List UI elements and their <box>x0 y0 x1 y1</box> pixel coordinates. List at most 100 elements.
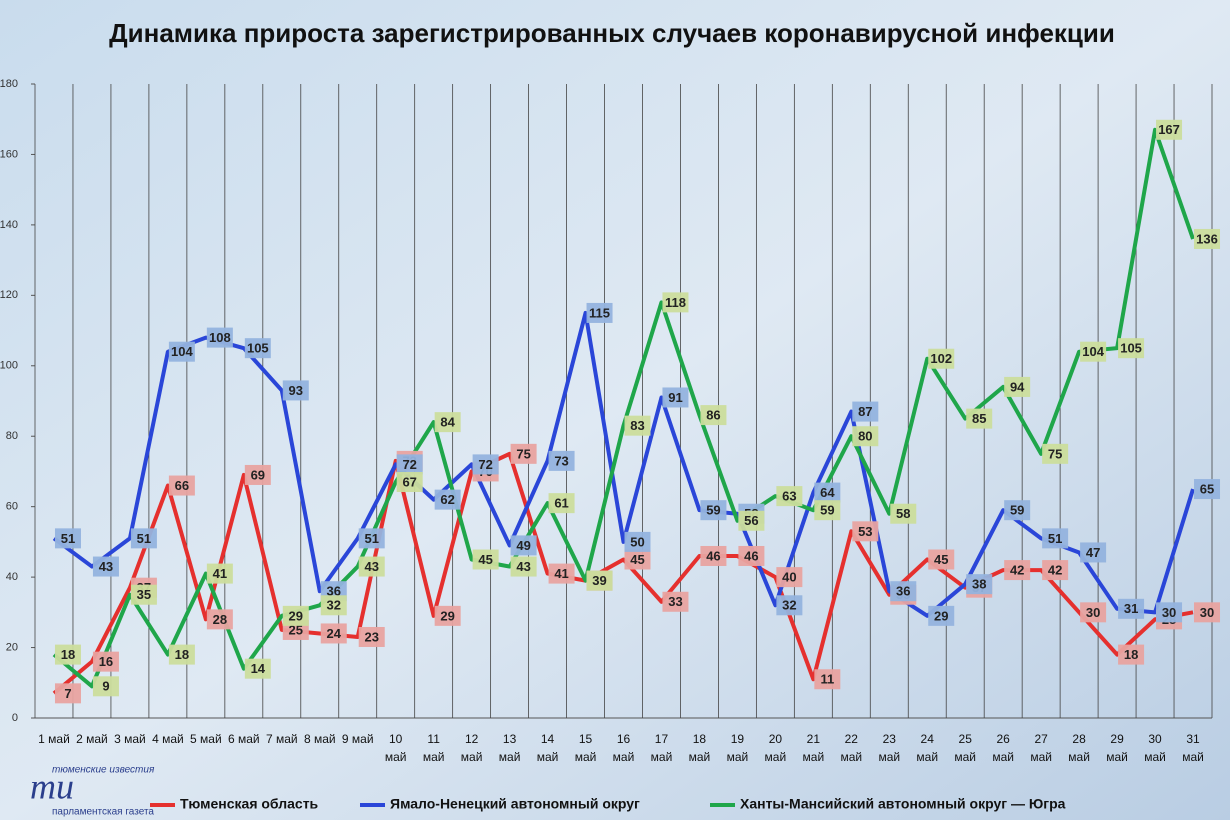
value-label: 29 <box>934 608 948 623</box>
value-label-box <box>738 545 765 566</box>
x-tick-label: 5 май <box>190 732 222 746</box>
value-label: 62 <box>440 492 454 507</box>
value-label-box <box>510 556 537 577</box>
value-label-box <box>852 521 879 542</box>
value-label-box <box>320 623 347 644</box>
x-tick-label: 21 май <box>803 732 825 764</box>
value-label-box <box>586 570 613 591</box>
series-line <box>52 310 1195 618</box>
value-label-box <box>54 644 81 665</box>
value-label-box <box>1080 602 1107 623</box>
value-label-box <box>1118 644 1145 665</box>
x-tick-label: 19 май <box>727 732 749 764</box>
value-label-box <box>282 605 309 626</box>
value-label: 42 <box>1048 563 1062 578</box>
value-label-box <box>434 412 461 433</box>
value-label-box <box>1004 500 1031 521</box>
value-label: 105 <box>1120 341 1142 356</box>
value-label: 40 <box>782 570 796 585</box>
value-label-box <box>472 454 499 475</box>
value-label: 45 <box>478 552 492 567</box>
value-label-box <box>206 609 233 630</box>
value-label-box <box>624 415 651 436</box>
value-label-box <box>814 669 841 690</box>
y-tick-label: 140 <box>0 219 18 231</box>
value-label-box <box>814 482 841 503</box>
logo-top: тюменские известия <box>52 765 155 776</box>
value-label-box <box>396 472 423 493</box>
value-label: 31 <box>1124 601 1138 616</box>
value-label-box <box>662 292 689 313</box>
value-label: 80 <box>858 429 872 444</box>
value-label: 136 <box>1196 231 1218 246</box>
value-label: 93 <box>289 383 303 398</box>
x-tick-label: 9 май <box>342 732 374 746</box>
x-tick-label: 23 май <box>878 732 900 764</box>
value-label: 59 <box>1010 503 1024 518</box>
value-label: 51 <box>1048 531 1062 546</box>
value-label: 39 <box>592 573 606 588</box>
value-label-box <box>130 528 157 549</box>
value-label-box <box>1080 542 1107 563</box>
value-label-box <box>54 528 81 549</box>
x-tick-label: 11 май <box>423 732 445 764</box>
value-label-box <box>244 658 271 679</box>
y-tick-label: 40 <box>6 571 18 583</box>
value-label-box <box>700 545 727 566</box>
value-label: 11 <box>820 672 834 687</box>
value-label: 45 <box>630 552 644 567</box>
value-label: 66 <box>175 478 189 493</box>
value-label-box <box>1042 528 1069 549</box>
x-tick-label: 6 май <box>228 732 260 746</box>
value-label: 104 <box>1082 344 1104 359</box>
x-tick-label: 20 май <box>765 732 787 764</box>
chart-title: Динамика прироста зарегистрированных слу… <box>109 18 1115 48</box>
value-label-box <box>776 595 803 616</box>
value-label-box <box>206 563 233 584</box>
value-label: 46 <box>706 548 720 563</box>
value-label: 51 <box>364 531 378 546</box>
value-label: 45 <box>934 552 948 567</box>
value-label-box <box>92 651 119 672</box>
series-line <box>52 451 1194 695</box>
value-label-box <box>548 450 575 471</box>
value-label: 102 <box>930 351 952 366</box>
value-label: 32 <box>327 598 341 613</box>
value-label-box <box>966 408 993 429</box>
value-label-box <box>548 563 575 584</box>
y-tick-label: 80 <box>6 430 18 442</box>
x-tick-label: 2 май <box>76 732 108 746</box>
value-label-box <box>1156 602 1183 623</box>
logo-bottom: парламентская газета <box>52 807 154 818</box>
value-label: 108 <box>209 330 231 345</box>
x-tick-label: 25 май <box>954 732 976 764</box>
value-label: 29 <box>440 608 454 623</box>
y-tick-label: 180 <box>0 78 18 90</box>
value-label-box <box>700 405 727 426</box>
value-label-box <box>776 567 803 588</box>
value-label-box <box>510 443 537 464</box>
value-label-box <box>434 489 461 510</box>
value-label-box <box>1004 560 1031 581</box>
value-label: 59 <box>706 503 720 518</box>
value-label: 65 <box>1200 481 1214 496</box>
value-label-box <box>1042 443 1069 464</box>
legend-label: Ханты-Мансийский автономный округ — Югра <box>740 796 1066 812</box>
value-label: 85 <box>972 411 986 426</box>
value-label-box <box>168 475 195 496</box>
value-label: 94 <box>1010 379 1025 394</box>
value-label: 75 <box>516 446 530 461</box>
value-label: 118 <box>665 295 686 310</box>
value-label: 47 <box>1086 545 1100 560</box>
value-label: 105 <box>247 341 269 356</box>
x-tick-label: 10 май <box>385 732 407 764</box>
legend-label: Ямало-Ненецкий автономный округ <box>390 796 640 812</box>
y-tick-label: 0 <box>12 712 18 724</box>
value-label: 30 <box>1162 605 1176 620</box>
x-tick-label: 18 май <box>689 732 711 764</box>
x-tick-label: 12 май <box>461 732 483 764</box>
value-label: 46 <box>744 548 758 563</box>
